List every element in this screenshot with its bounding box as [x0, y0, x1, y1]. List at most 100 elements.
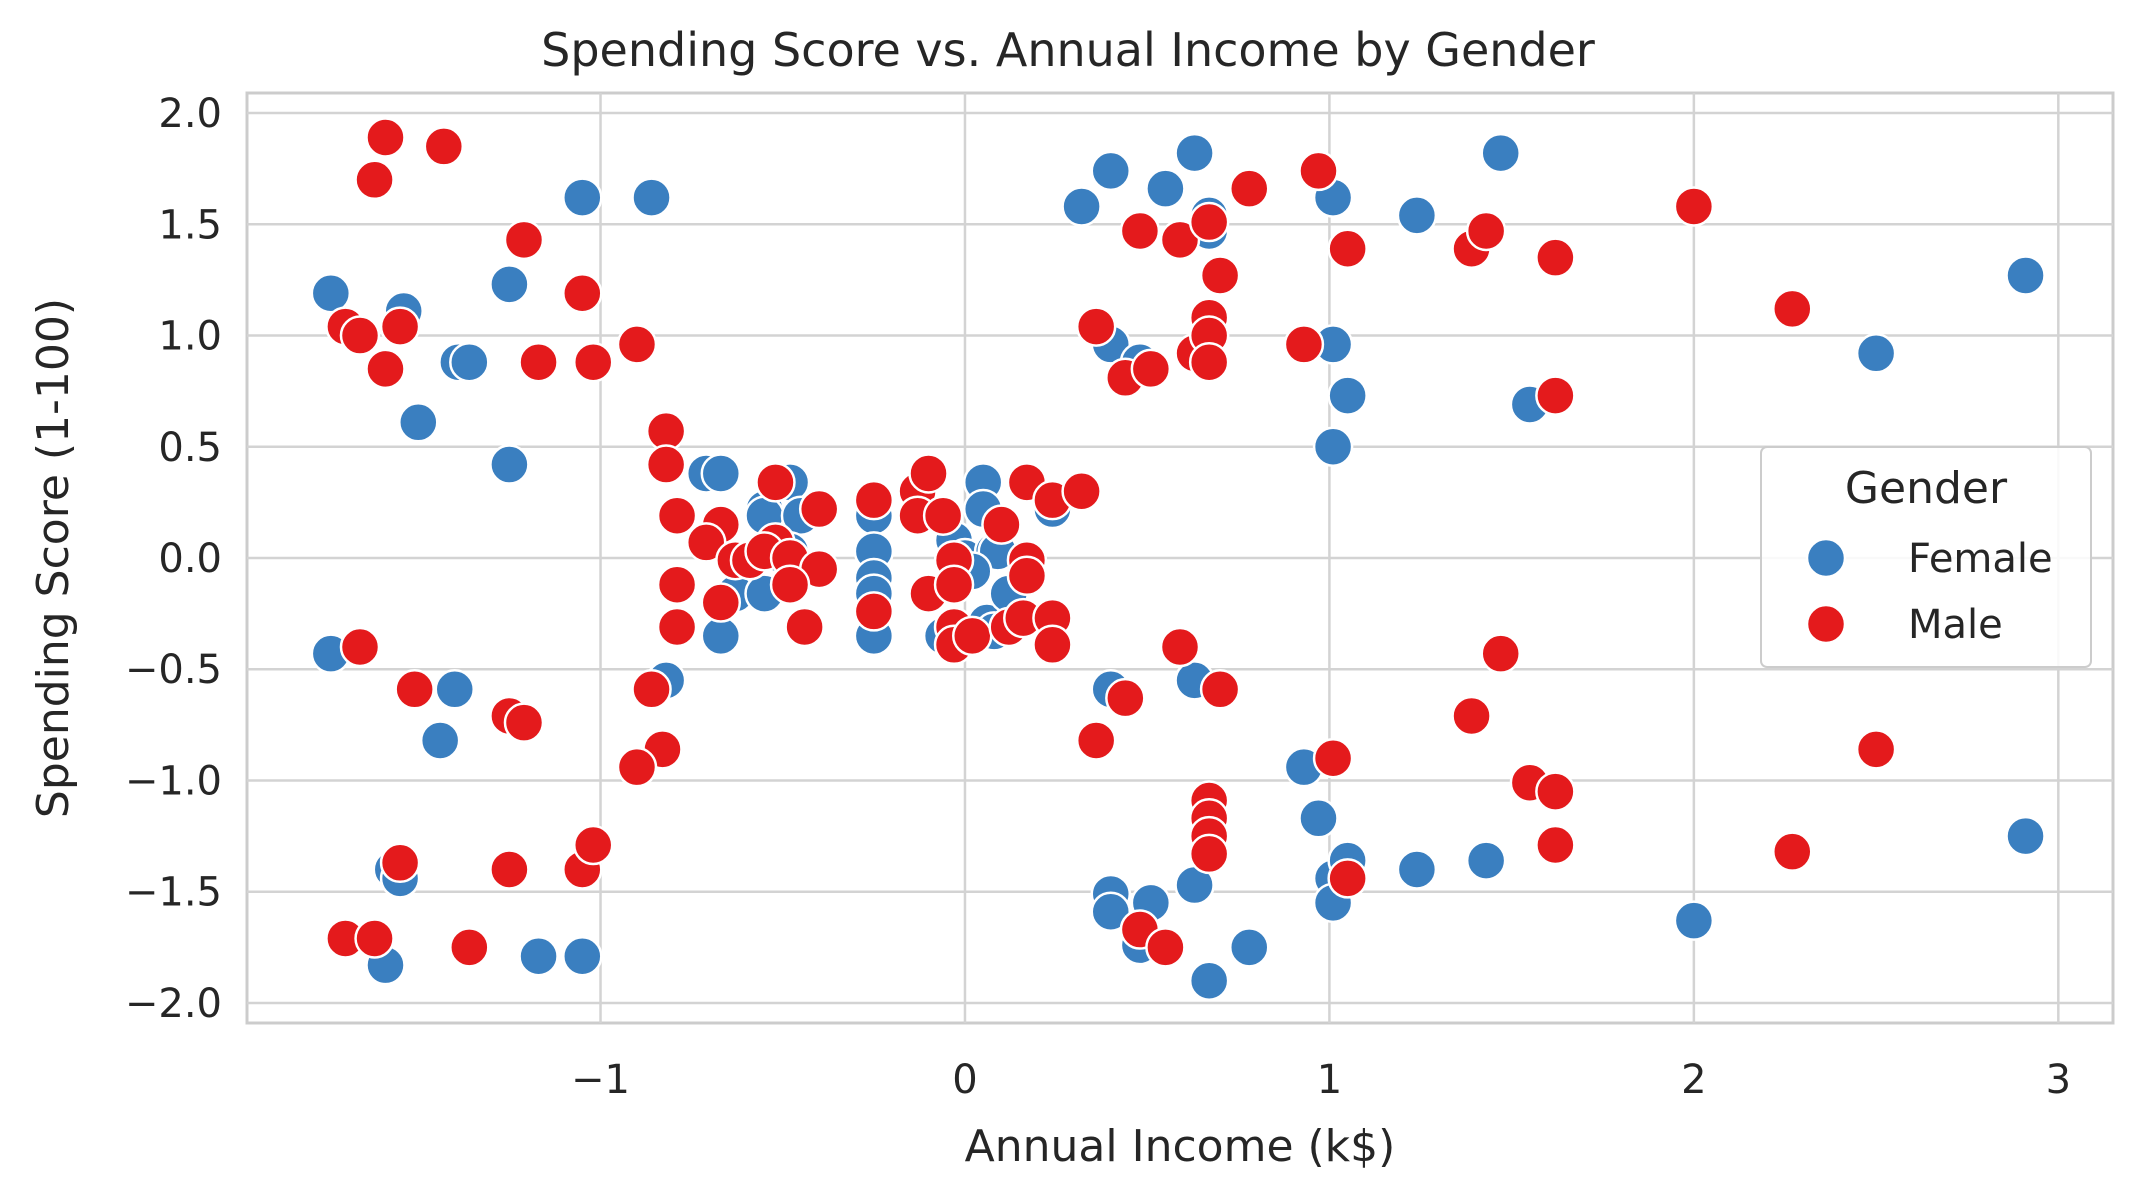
- male-point: [1159, 626, 1201, 668]
- legend-title: Gender: [1845, 463, 2008, 514]
- male-point: [1535, 375, 1576, 416]
- male-point: [379, 306, 421, 347]
- male-point: [656, 495, 698, 536]
- x-tick-label: 2: [1681, 1057, 1706, 1103]
- female-point: [489, 264, 530, 305]
- male-point: [1535, 824, 1576, 866]
- y-tick-label: −0.5: [125, 647, 222, 693]
- y-tick-label: 1.0: [158, 314, 222, 360]
- y-tick-label: 1.5: [158, 202, 222, 248]
- male-point: [1119, 210, 1161, 252]
- male-point: [1465, 210, 1507, 252]
- male-point: [354, 159, 395, 201]
- male-point: [1032, 624, 1073, 666]
- male-point: [769, 564, 811, 605]
- male-point: [853, 479, 895, 521]
- male-point: [1228, 168, 1270, 209]
- male-point: [1188, 341, 1230, 383]
- male-point: [798, 488, 840, 530]
- male-point: [365, 117, 406, 158]
- female-point: [1396, 195, 1438, 236]
- male-point: [981, 504, 1022, 545]
- male-point: [1188, 833, 1230, 875]
- female-point: [419, 720, 461, 761]
- female-point: [1673, 900, 1715, 941]
- male-point: [1199, 255, 1241, 296]
- male-point: [952, 615, 993, 657]
- female-point: [1228, 927, 1270, 968]
- legend-label-male: Male: [1908, 602, 2003, 648]
- female-point: [434, 669, 475, 710]
- female-point: [1298, 798, 1339, 839]
- male-point: [503, 702, 545, 743]
- female-point: [489, 444, 530, 485]
- y-tick-label: 0.0: [158, 536, 222, 582]
- male-point: [489, 849, 530, 890]
- male-point: [1327, 228, 1368, 269]
- y-tick-label: 2.0: [158, 91, 222, 137]
- male-point: [631, 669, 672, 710]
- male-point: [616, 746, 658, 788]
- female-point: [1090, 150, 1132, 192]
- female-point: [700, 453, 742, 494]
- legend-marker-female: [1805, 537, 1847, 579]
- male-point: [339, 626, 381, 668]
- female-point: [2005, 815, 2046, 857]
- male-point: [1075, 306, 1117, 347]
- male-point: [423, 126, 465, 167]
- male-point: [394, 669, 435, 710]
- male-point: [700, 582, 742, 623]
- male-point: [616, 324, 658, 365]
- y-tick-label: 0.5: [158, 425, 222, 471]
- male-point: [1855, 729, 1897, 770]
- female-point: [310, 272, 352, 314]
- male-point: [572, 824, 614, 866]
- x-tick-label: 1: [1317, 1057, 1342, 1103]
- x-tick-label: −1: [571, 1057, 630, 1103]
- male-point: [1451, 695, 1492, 737]
- x-tick-labels: −1 0 1 2 3: [571, 1057, 2071, 1103]
- chart-title: Spending Score vs. Annual Income by Gend…: [541, 23, 1595, 77]
- male-point: [656, 606, 698, 648]
- male-point: [1535, 237, 1576, 278]
- male-point: [354, 918, 395, 959]
- male-point: [1105, 677, 1146, 719]
- male-point: [1772, 288, 1813, 330]
- male-point: [379, 842, 421, 884]
- female-point: [2005, 255, 2046, 296]
- male-point: [518, 341, 559, 383]
- male-point: [572, 341, 614, 383]
- y-tick-label: −1.5: [125, 870, 222, 916]
- male-point: [645, 444, 687, 485]
- male-point: [1075, 720, 1117, 761]
- female-point: [449, 341, 490, 383]
- female-point: [1145, 168, 1186, 209]
- female-point: [1855, 333, 1897, 374]
- male-point: [1772, 831, 1813, 872]
- male-point: [1188, 201, 1230, 243]
- male-point: [1199, 669, 1241, 710]
- male-point: [1312, 737, 1354, 779]
- x-tick-label: 0: [952, 1057, 977, 1103]
- male-point: [1327, 858, 1368, 899]
- y-tick-label: −1.0: [125, 758, 222, 804]
- male-point: [922, 495, 964, 536]
- x-axis-label: Annual Income (k$): [965, 1121, 1396, 1172]
- male-point: [755, 462, 796, 503]
- female-point: [1465, 840, 1507, 881]
- male-point: [1061, 471, 1102, 512]
- x-tick-label: 3: [2046, 1057, 2071, 1103]
- y-tick-labels: −2.0 −1.5 −1.0 −0.5 0.0 0.5 1.0 1.5 2.0: [125, 91, 222, 1027]
- male-point: [1145, 927, 1186, 968]
- female-point: [1061, 186, 1102, 227]
- female-point: [562, 177, 603, 218]
- female-point: [1480, 132, 1521, 174]
- female-point: [1327, 375, 1368, 416]
- male-point: [685, 522, 727, 563]
- male-point: [853, 591, 895, 632]
- female-point: [1396, 849, 1438, 890]
- male-point: [449, 927, 490, 968]
- data-points: [310, 117, 2046, 1001]
